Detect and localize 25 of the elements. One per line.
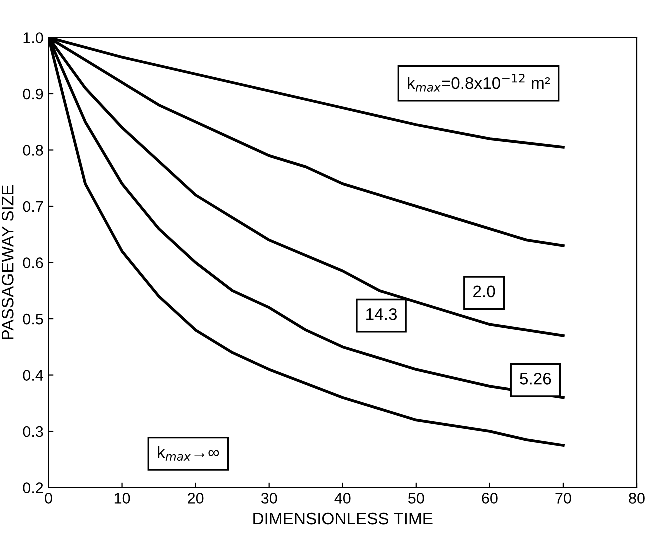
y-tick-label: 0.4 <box>23 370 44 381</box>
annotation: 2.0 <box>474 286 496 298</box>
x-tick-label: 80 <box>629 493 645 504</box>
annotation: k$_{max}$=0.8x10$^{−12}$ m² <box>408 74 550 92</box>
annotation: 5.26 <box>520 373 552 385</box>
y-tick-label: 0.7 <box>23 201 44 212</box>
x-tick-label: 20 <box>188 493 204 504</box>
x-tick-label: 30 <box>261 493 278 504</box>
x-axis-title: DIMENSIONLESS TIME <box>254 512 433 525</box>
y-tick-label: 0.5 <box>23 314 44 325</box>
y-tick-label: 0.8 <box>23 145 44 156</box>
x-tick-label: 50 <box>408 493 424 504</box>
y-tick-label: 0.2 <box>23 482 44 494</box>
y-axis-title: PASSAGEWAY SIZE <box>2 186 14 340</box>
y-tick-label: 0.9 <box>23 88 44 100</box>
annotation: 14.3 <box>366 308 398 320</box>
x-tick-label: 40 <box>334 493 351 504</box>
annotation: k$_{max}$→∞ <box>158 446 220 462</box>
x-tick-label: 10 <box>114 493 130 504</box>
y-tick-label: 0.3 <box>23 426 44 438</box>
x-tick-label: 0 <box>45 493 52 504</box>
x-tick-label: 60 <box>482 493 498 504</box>
y-tick-label: 0.6 <box>23 258 44 268</box>
y-tick-label: 1.0 <box>24 32 44 44</box>
x-tick-label: 70 <box>556 493 572 504</box>
